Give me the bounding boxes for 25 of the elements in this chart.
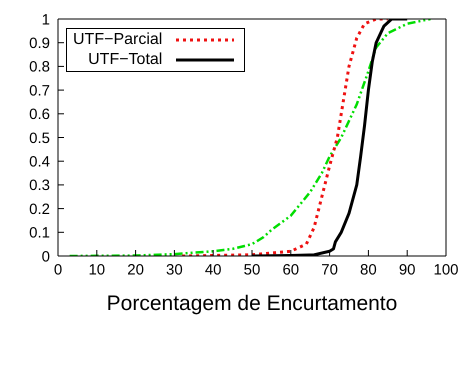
x-tick-label: 10 <box>88 262 106 279</box>
x-tick-label: 60 <box>282 262 300 279</box>
y-tick-label: 0.9 <box>29 35 50 52</box>
x-tick-label: 70 <box>321 262 338 279</box>
legend-label: UTF−Total <box>88 51 162 69</box>
y-tick-label: 0 <box>42 248 50 266</box>
y-tick-label: 0.7 <box>29 82 50 100</box>
y-tick-label: 0.1 <box>29 224 50 242</box>
x-tick-label: 30 <box>166 262 183 279</box>
y-tick-label: 0.8 <box>29 58 50 76</box>
y-tick-label: 0.6 <box>29 106 50 124</box>
x-tick-label: 90 <box>398 262 416 279</box>
x-tick-label: 0 <box>54 262 62 279</box>
y-tick-label: 0.3 <box>29 177 50 194</box>
y-tick-label: 0.4 <box>29 154 50 171</box>
x-tick-label: 20 <box>127 262 144 279</box>
x-axis-title: Porcentagem de Encurtamento <box>106 292 398 315</box>
y-tick-label: 1 <box>42 11 50 28</box>
y-tick-label: 0.5 <box>29 130 50 147</box>
legend-label: UTF−Parcial <box>73 31 162 49</box>
x-tick-label: 50 <box>244 262 260 279</box>
x-tick-label: 100 <box>433 262 459 279</box>
y-tick-label: 0.2 <box>29 200 50 218</box>
x-tick-label: 80 <box>360 262 377 279</box>
x-tick-label: 40 <box>204 262 222 279</box>
